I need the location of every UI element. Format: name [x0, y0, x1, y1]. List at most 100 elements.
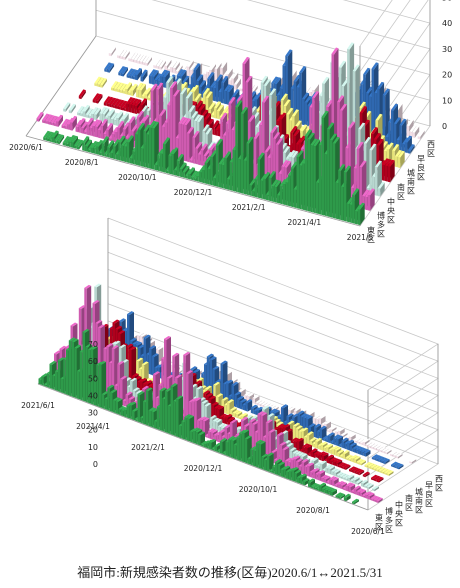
data-column: [359, 459, 366, 466]
data-column: [121, 66, 128, 77]
category-label: 中央区: [395, 500, 403, 528]
data-column: [63, 102, 71, 112]
data-column: [68, 103, 76, 114]
data-column: [329, 426, 337, 434]
data-column: [95, 93, 103, 104]
svg-text:博: 博: [377, 211, 385, 221]
svg-text:区: 区: [407, 187, 415, 196]
svg-text:区: 区: [387, 215, 395, 224]
data-column: [396, 463, 404, 470]
x-tick-label: 2020/8/1: [296, 506, 330, 515]
data-column: [376, 476, 384, 483]
x-tick-label: 2020/12/1: [174, 188, 213, 197]
data-column: [338, 493, 346, 500]
data-column: [108, 46, 116, 57]
svg-text:早: 早: [417, 154, 425, 163]
x-tick-label: 2021/2/1: [232, 203, 266, 212]
data-column: [144, 56, 152, 66]
data-column: [36, 112, 44, 122]
data-column: [99, 78, 107, 88]
svg-text:区: 区: [417, 172, 425, 181]
y-tick-label: 20: [88, 426, 98, 435]
category-label: 東区: [375, 513, 383, 532]
x-axis-labels: 2020/6/1 2020/8/1 2020/10/1 2020/12/1 2021/2…: [9, 143, 373, 242]
data-column: [384, 448, 392, 455]
data-column: [130, 83, 138, 97]
y-tick-label: 30: [442, 45, 452, 54]
y-tick-label: 60: [88, 357, 98, 366]
x-tick-label: 2020/10/1: [118, 173, 157, 182]
data-column: [412, 125, 420, 138]
data-column: [352, 498, 359, 505]
figure-caption: 福岡市:新規感染者数の推移(区毎)2020.6/1↔2021.5/31: [77, 565, 383, 580]
category-label: 中央区: [387, 196, 395, 224]
data-column: [122, 50, 130, 60]
category-label: 西区: [427, 140, 435, 158]
category-label: 南区: [397, 182, 405, 201]
data-column: [407, 144, 415, 154]
data-column: [357, 469, 365, 476]
y-tick-label: 10: [442, 96, 452, 105]
category-label: 博多区: [377, 211, 385, 239]
svg-text:南: 南: [407, 177, 415, 187]
data-column: [107, 63, 115, 73]
category-label: 博多区: [385, 506, 393, 534]
data-column: [57, 134, 65, 145]
data-column: [158, 60, 166, 70]
svg-text:東: 東: [367, 225, 375, 235]
y-tick-label: 50: [442, 0, 452, 2]
data-column: [141, 361, 149, 383]
x-axis-labels: 2021/6/1 2021/4/1 2021/2/1 2020/12/1 2020/10…: [21, 401, 385, 536]
y-tick-label: 40: [442, 19, 452, 28]
svg-text:多: 多: [377, 220, 385, 230]
category-label: 西区: [435, 474, 443, 492]
svg-text:中: 中: [387, 196, 395, 206]
data-column: [140, 69, 148, 82]
y-tick-label: 20: [442, 71, 452, 80]
gridline: [359, 0, 411, 72]
category-label: 城南区: [415, 487, 423, 514]
data-column: [69, 115, 77, 131]
y-axis-labels: 0 10 20 30 40 50 60 70: [88, 340, 98, 469]
gridline: [359, 0, 393, 47]
chart-columns: [38, 283, 417, 505]
x-tick-label: 2020/6/1: [351, 527, 385, 536]
x-tick-label: 2020/10/1: [239, 485, 278, 494]
data-column: [366, 483, 374, 490]
data-column: [363, 449, 371, 457]
data-column: [357, 202, 365, 226]
y-tick-label: 40: [88, 391, 98, 400]
y-tick-label: 70: [88, 340, 98, 349]
category-label: 城南区: [407, 169, 415, 196]
x-tick-label: 2020/8/1: [65, 158, 99, 167]
data-column: [386, 470, 394, 476]
data-column: [348, 433, 356, 441]
data-column: [134, 68, 142, 81]
svg-text:西: 西: [427, 140, 435, 149]
svg-text:区: 区: [367, 235, 375, 244]
data-column: [409, 458, 417, 464]
data-column: [377, 181, 385, 197]
chart-bottom: 0102030405060702021/6/12021/4/12021/2/12…: [21, 217, 443, 536]
data-column: [78, 89, 86, 100]
data-column: [367, 188, 375, 211]
svg-text:区: 区: [427, 149, 435, 158]
chart-columns: [36, 42, 425, 226]
data-column: [343, 493, 351, 502]
svg-text:城: 城: [407, 169, 415, 178]
y-tick-label: 0: [93, 460, 98, 469]
svg-text:央: 央: [387, 205, 395, 215]
data-column: [343, 464, 351, 470]
data-column: [372, 485, 379, 492]
axis-line: [37, 383, 369, 511]
x-tick-label: 2020/12/1: [184, 464, 223, 473]
data-column: [362, 471, 370, 478]
data-column: [395, 453, 403, 459]
x-tick-label: 2020/6/1: [9, 143, 43, 152]
data-column: [382, 458, 390, 465]
data-column: [404, 135, 412, 153]
x-tick-label: 2021/6/1: [21, 401, 55, 410]
x-tick-label: 2021/5: [347, 233, 374, 242]
